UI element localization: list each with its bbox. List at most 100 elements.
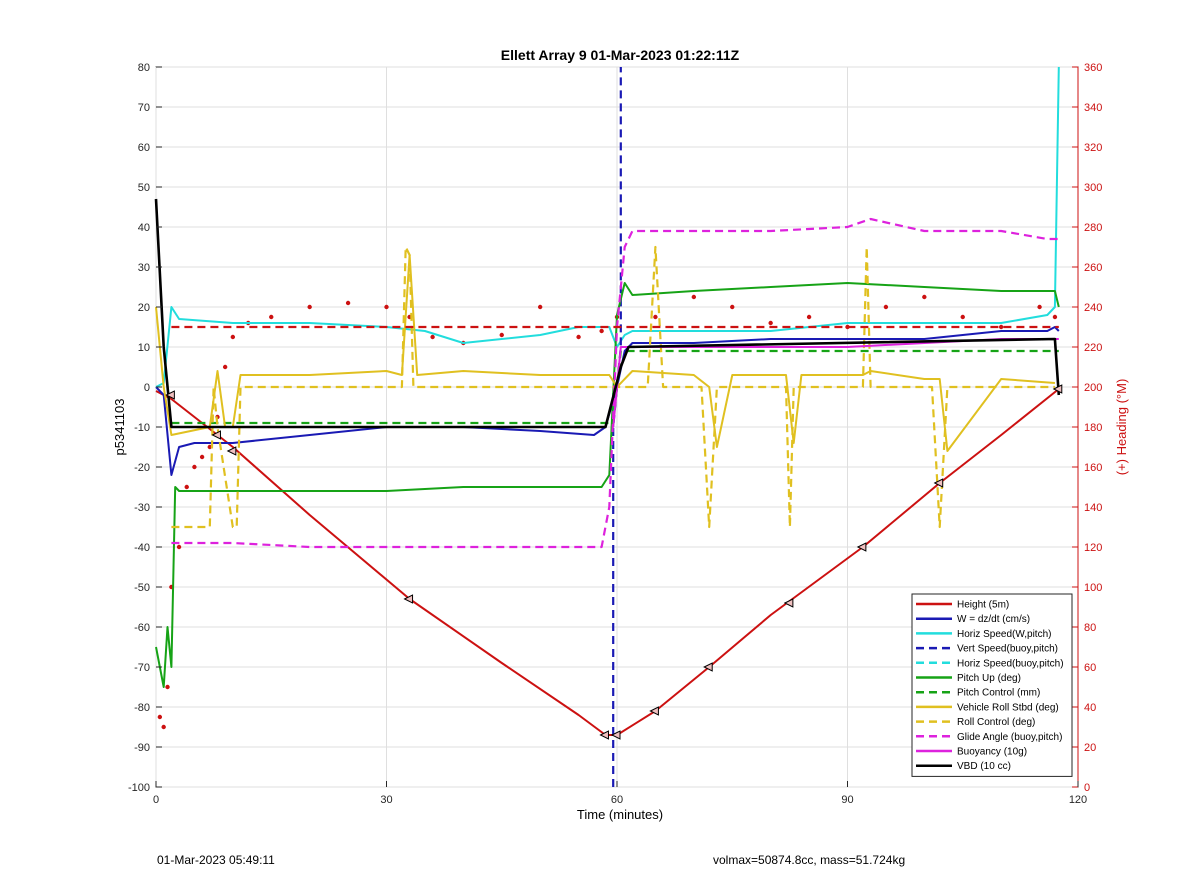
- y-tick-label: -70: [134, 662, 150, 674]
- legend: Height (5m) W = dz/dt (cm/s) Horiz Speed(W…: [911, 593, 1073, 777]
- height-marker: [1052, 384, 1063, 394]
- heading-point: [199, 454, 205, 460]
- legend-entry: Horiz Speed(buoy,pitch): [957, 658, 1064, 669]
- y-right-tick-label: 160: [1084, 462, 1102, 474]
- y-right-tick-label: 240: [1084, 302, 1102, 314]
- height-marker: [933, 478, 944, 488]
- y-right-tick-label: 340: [1084, 102, 1102, 114]
- heading-point: [960, 314, 965, 320]
- legend-entry: Height (5m): [957, 600, 1009, 611]
- y-right-tick-label: 20: [1084, 742, 1096, 754]
- heading-point: [653, 314, 658, 320]
- y-right-tick-label: 360: [1084, 62, 1102, 74]
- y-tick-label: -10: [134, 422, 150, 434]
- y-tick-label: 20: [138, 302, 150, 314]
- y-right-tick-label: 100: [1084, 582, 1102, 594]
- legend-entry: Pitch Control (mm): [957, 688, 1040, 699]
- y-tick-label: -90: [134, 742, 150, 754]
- x-tick-label: 30: [380, 794, 392, 806]
- heading-point: [307, 304, 312, 310]
- y-axis-label: p5341103: [112, 399, 127, 456]
- heading-point: [599, 328, 604, 334]
- y-right-tick-label: 180: [1084, 422, 1102, 434]
- heading-point: [922, 294, 927, 300]
- heading-point: [806, 314, 812, 320]
- height-marker: [856, 542, 867, 552]
- footer-volmax-mass: volmax=50874.8cc, mass=51.724kg: [713, 853, 906, 867]
- heading-point: [157, 714, 163, 720]
- y-right-tick-label: 60: [1084, 662, 1096, 674]
- series-line-6: [171, 349, 1059, 425]
- y-right-tick-label: 320: [1084, 142, 1102, 154]
- heading-point: [998, 324, 1004, 330]
- heading-point: [499, 332, 504, 338]
- y-axis-right-label: (+) Heading (°M): [1114, 379, 1129, 476]
- height-marker: [226, 446, 237, 456]
- y-tick-label: -50: [134, 582, 150, 594]
- y-right-tick-label: 80: [1084, 622, 1096, 634]
- y-tick-label: 60: [138, 142, 150, 154]
- y-right-tick-label: 200: [1084, 382, 1102, 394]
- x-tick-label: 60: [611, 794, 623, 806]
- y-tick-label: -30: [134, 502, 150, 514]
- heading-point: [691, 294, 697, 300]
- height-marker: [703, 662, 713, 672]
- axes-layer: -100-90-80-70-60-50-40-30-20-10010203040…: [128, 62, 1102, 806]
- heading-point: [222, 364, 228, 370]
- legend-box: [911, 593, 1073, 777]
- y-tick-label: 80: [138, 62, 150, 74]
- legend-entry: Roll Control (deg): [957, 717, 1035, 728]
- series-line-5: [155, 282, 1060, 688]
- y-right-tick-label: 300: [1084, 182, 1102, 194]
- height-marker: [649, 706, 659, 716]
- legend-entry: Pitch Up (deg): [957, 673, 1021, 684]
- y-tick-label: -60: [134, 622, 150, 634]
- y-right-tick-label: 260: [1084, 262, 1102, 274]
- series-line-2: [155, 66, 1060, 388]
- series-line-9: [171, 217, 1059, 549]
- height-marker: [403, 594, 414, 604]
- heading-point: [883, 304, 889, 310]
- height-marker: [610, 730, 621, 740]
- footer-timestamp: 01-Mar-2023 05:49:11: [157, 853, 275, 867]
- legend-entry: Vehicle Roll Stbd (deg): [957, 702, 1059, 713]
- heading-point: [161, 724, 166, 730]
- y-right-tick-label: 0: [1084, 782, 1090, 794]
- x-tick-label: 120: [1069, 794, 1087, 806]
- heading-point: [1037, 304, 1042, 310]
- legend-entry: Glide Angle (buoy,pitch): [957, 732, 1062, 743]
- y-tick-label: 70: [138, 102, 150, 114]
- series-layer: [154, 66, 1063, 787]
- y-tick-label: -100: [128, 782, 150, 794]
- legend-entry: Horiz Speed(W,pitch): [957, 629, 1051, 640]
- height-marker: [783, 598, 794, 608]
- y-right-tick-label: 40: [1084, 702, 1096, 714]
- heading-point: [576, 334, 581, 340]
- y-right-tick-label: 120: [1084, 542, 1102, 554]
- y-tick-label: 40: [138, 222, 150, 234]
- y-tick-label: -20: [134, 462, 150, 474]
- y-tick-label: 0: [144, 382, 150, 394]
- heading-point: [165, 684, 170, 690]
- heading-point: [345, 300, 351, 306]
- x-axis-label: Time (minutes): [577, 807, 663, 822]
- heading-point: [230, 334, 236, 340]
- legend-entry: VBD (10 cc): [957, 761, 1011, 772]
- heading-point: [384, 304, 389, 310]
- heading-point: [184, 484, 189, 490]
- heading-point: [537, 304, 543, 310]
- height-marker: [599, 730, 609, 740]
- y-tick-label: -80: [134, 702, 150, 714]
- heading-point: [176, 544, 182, 550]
- heading-point: [730, 304, 735, 310]
- y-right-tick-label: 140: [1084, 502, 1102, 514]
- legend-entry: Vert Speed(buoy,pitch): [957, 644, 1058, 655]
- heading-point: [269, 314, 274, 320]
- heading-point: [430, 334, 435, 340]
- y-tick-label: 30: [138, 262, 150, 274]
- y-right-tick-label: 280: [1084, 222, 1102, 234]
- y-tick-label: 50: [138, 182, 150, 194]
- legend-entry: Buoyancy (10g): [957, 747, 1027, 758]
- height-marker: [211, 430, 221, 440]
